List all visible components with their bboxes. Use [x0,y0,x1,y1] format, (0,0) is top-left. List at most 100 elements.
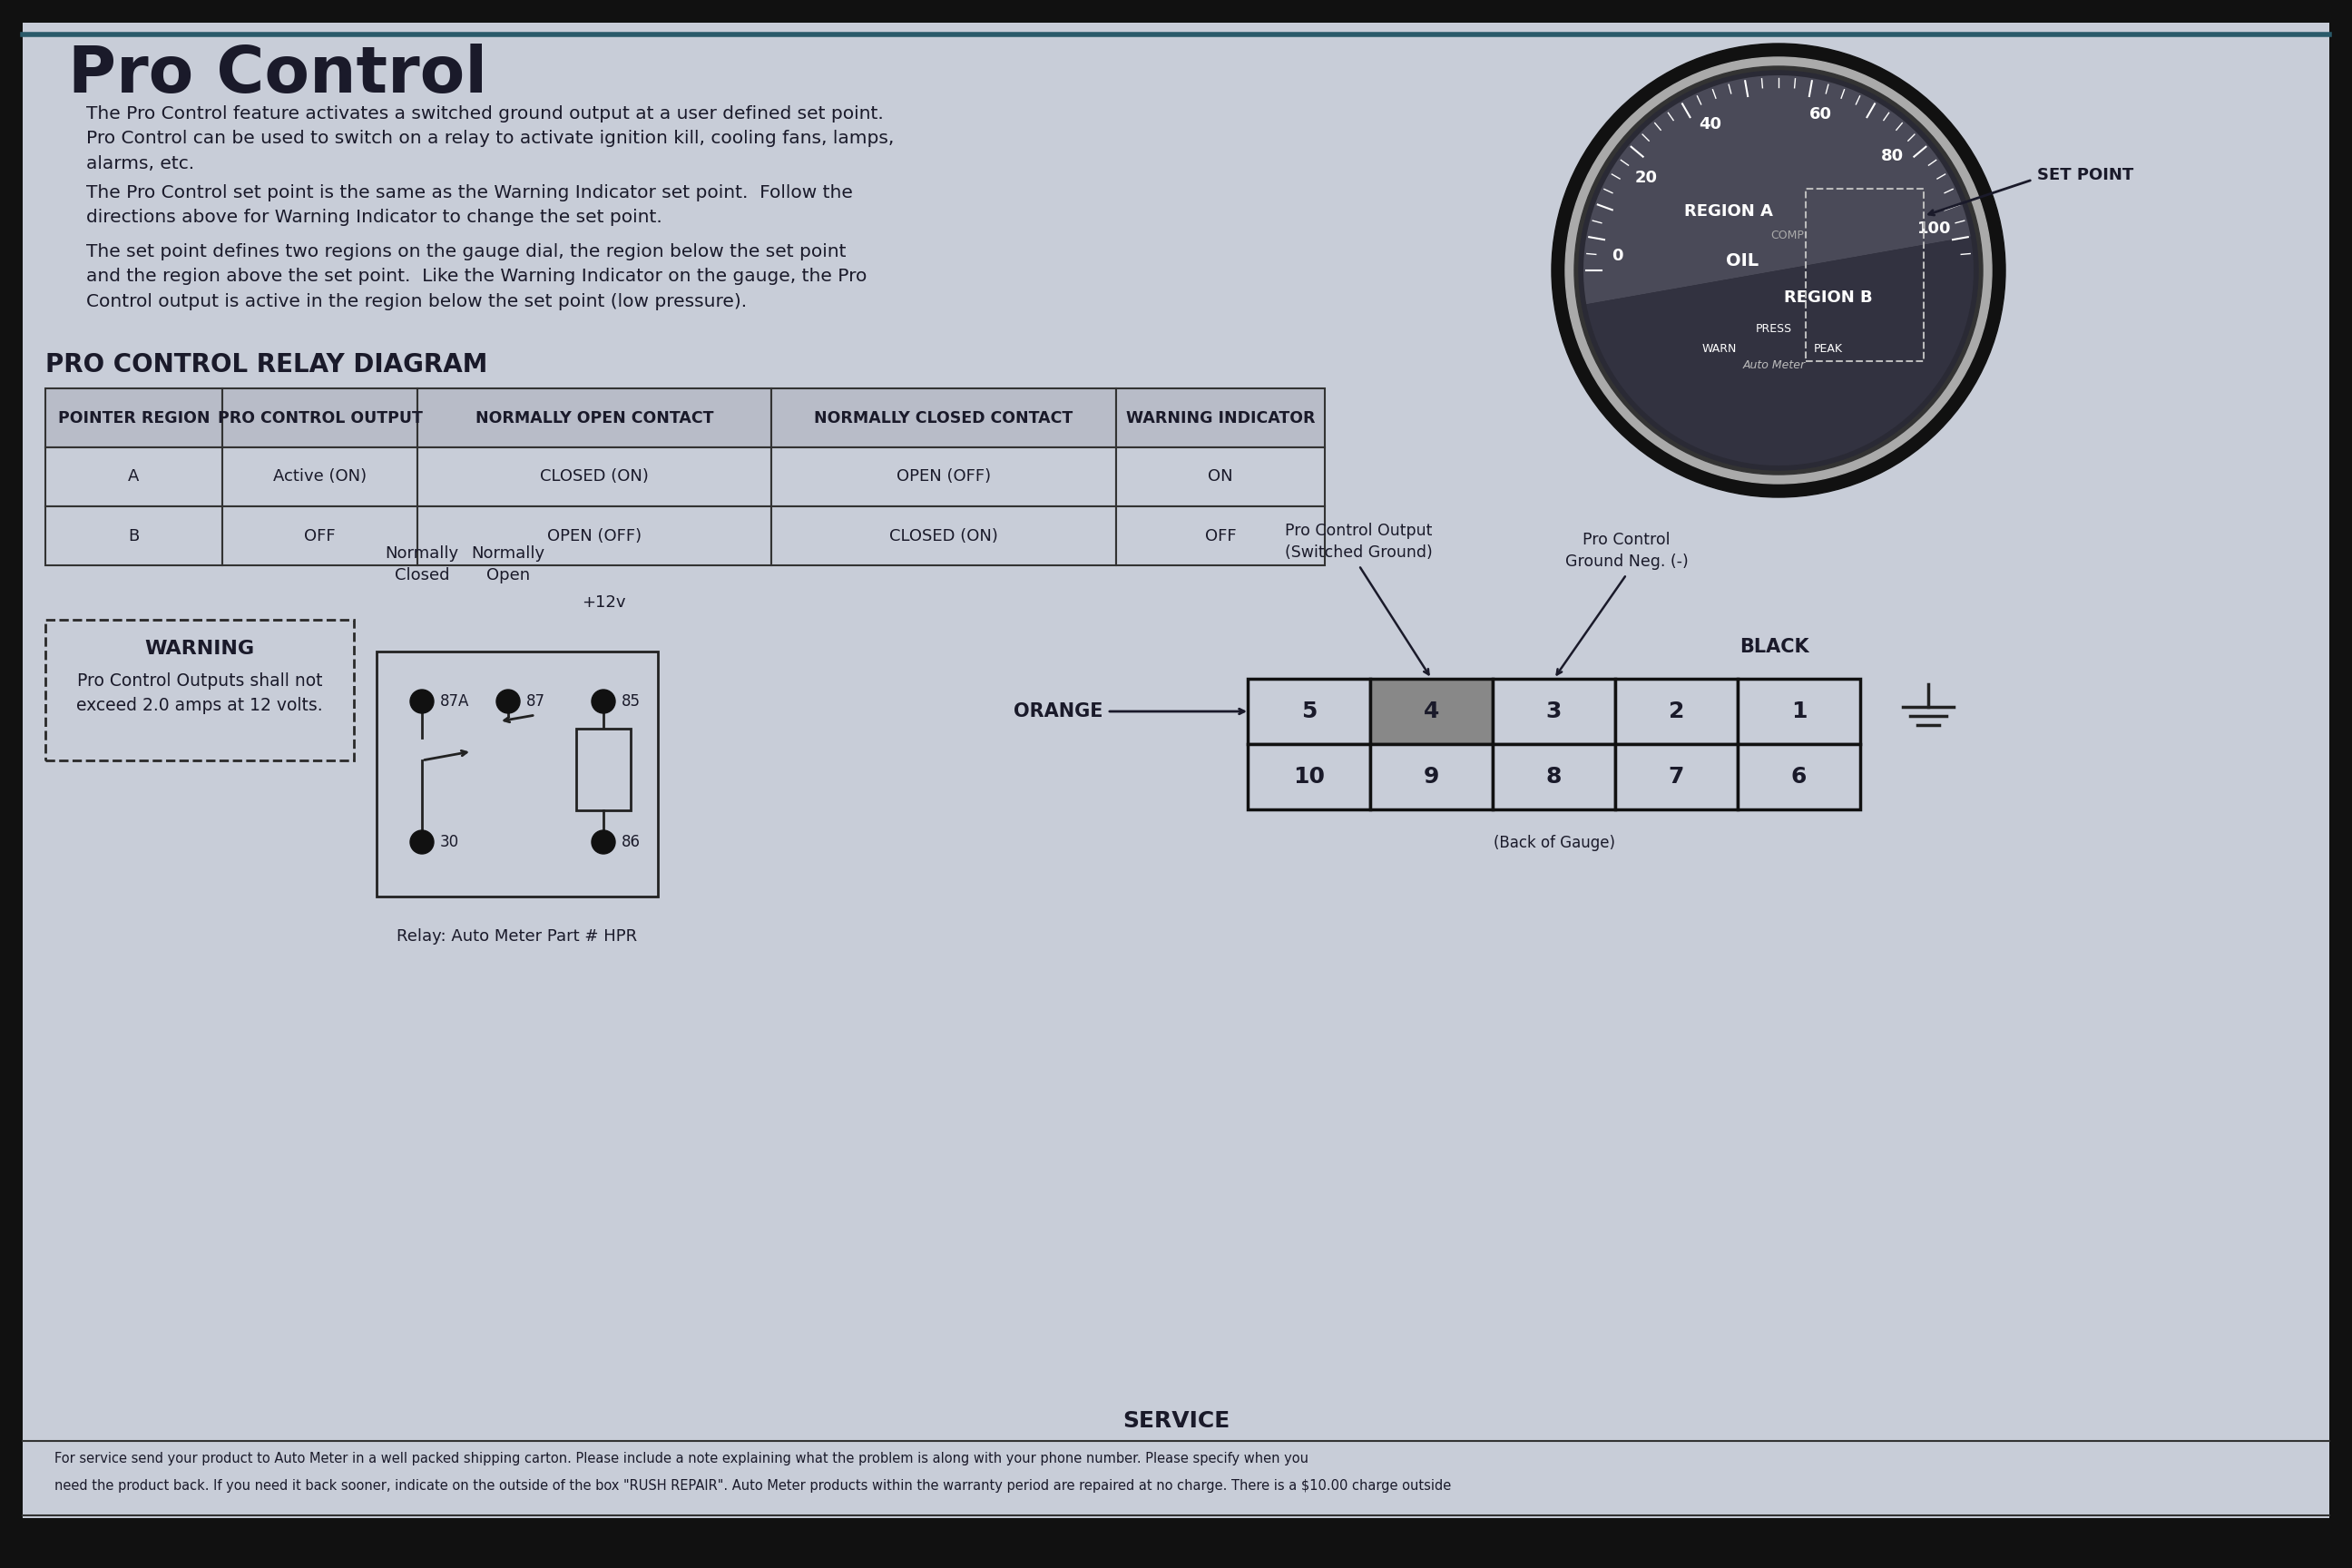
Bar [1616,679,1738,745]
Bar [223,389,416,447]
Bar [45,389,223,447]
Bar [1616,745,1738,809]
Bar [45,447,223,506]
Text: OFF: OFF [303,528,336,544]
Bar [771,389,1117,447]
Text: PRO CONTROL RELAY DIAGRAM: PRO CONTROL RELAY DIAGRAM [45,353,487,378]
Bar [1494,745,1616,809]
Text: BLACK: BLACK [1738,638,1809,655]
Text: SERVICE: SERVICE [1122,1410,1230,1432]
Text: ORANGE: ORANGE [1014,702,1103,720]
Text: 60: 60 [1809,107,1832,122]
Text: Pro Control Outputs shall not
exceed 2.0 amps at 12 volts.: Pro Control Outputs shall not exceed 2.0… [75,673,322,715]
Text: NORMALLY CLOSED CONTACT: NORMALLY CLOSED CONTACT [814,409,1073,426]
Text: OIL: OIL [1726,252,1759,270]
Bar [1371,745,1494,809]
Text: 40: 40 [1698,116,1722,132]
Text: ON: ON [1209,469,1232,485]
Circle shape [1578,71,1978,470]
Text: Pro Control Output
(Switched Ground): Pro Control Output (Switched Ground) [1284,524,1432,561]
Text: PEAK: PEAK [1813,343,1844,354]
Bar [1494,679,1616,745]
Text: OPEN (OFF): OPEN (OFF) [548,528,642,544]
Text: Pro Control
Ground Neg. (-): Pro Control Ground Neg. (-) [1564,532,1689,569]
Text: 10: 10 [1294,765,1324,787]
Circle shape [1566,56,1992,483]
Text: WARNING: WARNING [146,640,254,659]
Bar [576,729,630,811]
Text: PRESS: PRESS [1757,323,1792,336]
Text: 80: 80 [1882,147,1905,165]
Text: Normally
Open: Normally Open [470,546,546,583]
Circle shape [496,690,520,713]
Text: 2: 2 [1668,701,1684,723]
Text: SET POINT: SET POINT [2037,166,2133,183]
Text: OFF: OFF [1204,528,1237,544]
Text: The set point defines two regions on the gauge dial, the region below the set po: The set point defines two regions on the… [87,243,868,310]
Text: 4: 4 [1423,701,1439,723]
Circle shape [1573,66,1983,475]
Text: POINTER REGION: POINTER REGION [59,409,209,426]
Text: 3: 3 [1545,701,1562,723]
Text: PRO CONTROL OUTPUT: PRO CONTROL OUTPUT [216,409,423,426]
Text: +12v: +12v [581,594,626,610]
Bar [223,447,416,506]
Text: A: A [129,469,139,485]
Text: 30: 30 [440,834,459,850]
Bar [1117,506,1324,566]
Text: NORMALLY OPEN CONTACT: NORMALLY OPEN CONTACT [475,409,713,426]
Text: 5: 5 [1301,701,1317,723]
Text: 7: 7 [1668,765,1684,787]
Bar [1247,745,1371,809]
Bar [376,652,659,897]
Bar [771,447,1117,506]
Text: Normally
Closed: Normally Closed [386,546,459,583]
Text: 85: 85 [621,693,640,710]
Text: 87A: 87A [440,693,470,710]
Bar [416,389,771,447]
Circle shape [593,690,616,713]
Bar [1117,447,1324,506]
Text: The Pro Control set point is the same as the Warning Indicator set point.  Follo: The Pro Control set point is the same as… [87,183,854,226]
Text: REGION A: REGION A [1684,204,1773,220]
Text: 6: 6 [1792,765,1806,787]
Text: Pro Control: Pro Control [68,44,487,107]
Bar [416,447,771,506]
Bar [45,506,223,566]
Bar [1738,679,1860,745]
Text: For service send your product to Auto Meter in a well packed shipping carton. Pl: For service send your product to Auto Me… [54,1452,1308,1466]
Wedge shape [1585,237,1973,466]
Bar [1738,745,1860,809]
Text: Auto Meter: Auto Meter [1743,359,1806,372]
Text: WARN: WARN [1703,343,1736,354]
Text: COMP: COMP [1771,229,1804,241]
Text: 0: 0 [1611,248,1623,265]
Circle shape [409,831,433,855]
Bar [45,619,353,760]
Circle shape [593,831,616,855]
Circle shape [409,690,433,713]
Text: 1: 1 [1790,701,1806,723]
Bar [1247,679,1371,745]
Text: CLOSED (ON): CLOSED (ON) [541,469,649,485]
Text: Relay: Auto Meter Part # HPR: Relay: Auto Meter Part # HPR [397,928,637,944]
Text: WARNING INDICATOR: WARNING INDICATOR [1127,409,1315,426]
Bar [1806,188,1924,361]
Text: (Back of Gauge): (Back of Gauge) [1494,834,1616,851]
Text: Active (ON): Active (ON) [273,469,367,485]
Text: 87: 87 [527,693,546,710]
Text: REGION B: REGION B [1785,290,1872,306]
Circle shape [1552,44,2006,497]
Bar [416,506,771,566]
Text: need the product back. If you need it back sooner, indicate on the outside of th: need the product back. If you need it ba… [54,1479,1451,1493]
Wedge shape [1583,75,1971,304]
Bar [771,506,1117,566]
Bar [223,506,416,566]
Text: 100: 100 [1917,221,1952,237]
Text: 9: 9 [1423,765,1439,787]
Text: 8: 8 [1545,765,1562,787]
Bar [1117,389,1324,447]
Text: 86: 86 [621,834,640,850]
Text: B: B [129,528,139,544]
Text: 20: 20 [1635,169,1658,187]
